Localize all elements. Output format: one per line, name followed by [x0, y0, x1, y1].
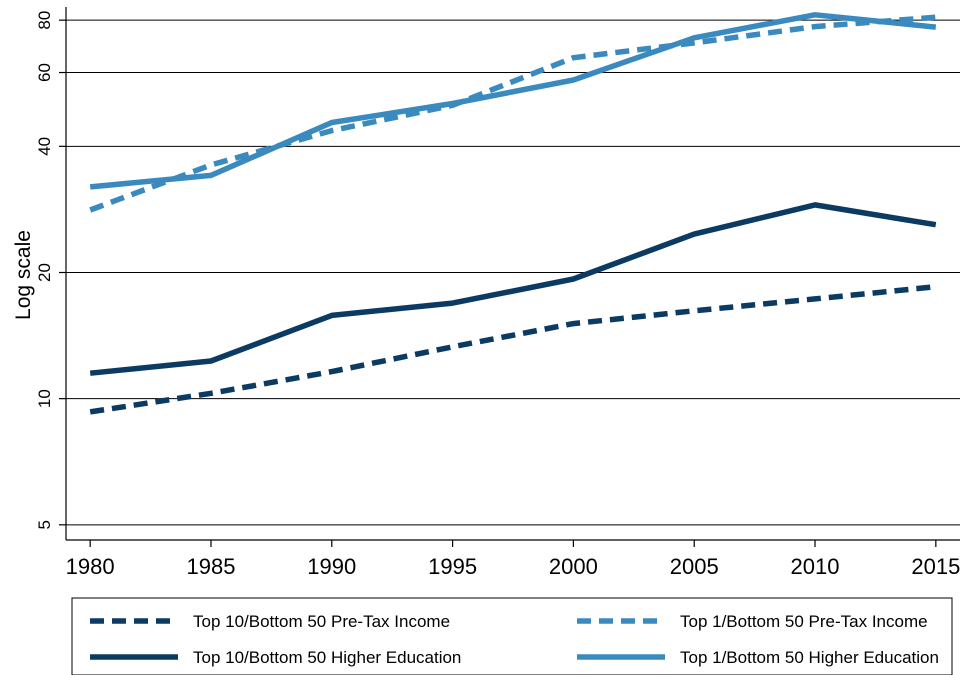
series-line-4 [89, 12, 937, 190]
x-tick-label-1985: 1985 [186, 554, 235, 579]
legend-label-2: Top 1/Bottom 50 Pre-Tax Income [680, 612, 928, 631]
y-tick-label-80: 80 [35, 11, 54, 30]
y-axis-label: Log scale [12, 230, 35, 320]
series-line-2 [89, 14, 937, 213]
series-line-1 [89, 283, 937, 415]
x-tick-label-2005: 2005 [670, 554, 719, 579]
y-tick-label-5: 5 [35, 520, 54, 529]
x-tick-label-2015: 2015 [911, 554, 960, 579]
x-tick-label-1990: 1990 [307, 554, 356, 579]
x-tick-label-2000: 2000 [549, 554, 598, 579]
legend-label-3: Top 10/Bottom 50 Higher Education [193, 648, 461, 667]
x-tick-label-1980: 1980 [66, 554, 115, 579]
x-tick-label-2010: 2010 [791, 554, 840, 579]
series-line-3 [89, 202, 937, 376]
axes: 5 10 20 40 60 80 1980 1985 1990 1995 2000 2005 2010 2… [35, 7, 960, 579]
y-tick-label-60: 60 [35, 63, 54, 82]
series-lines [89, 12, 937, 415]
legend-box [71, 597, 953, 675]
gridlines [66, 19, 960, 526]
legend-label-1: Top 10/Bottom 50 Pre-Tax Income [193, 612, 450, 631]
y-tick-label-10: 10 [35, 389, 54, 408]
y-tick-label-40: 40 [35, 137, 54, 156]
legend: Top 10/Bottom 50 Pre-Tax Income Top 1/Bot… [71, 597, 953, 675]
x-tick-label-1995: 1995 [428, 554, 477, 579]
legend-label-4: Top 1/Bottom 50 Higher Education [680, 648, 939, 667]
y-tick-label-20: 20 [35, 263, 54, 282]
